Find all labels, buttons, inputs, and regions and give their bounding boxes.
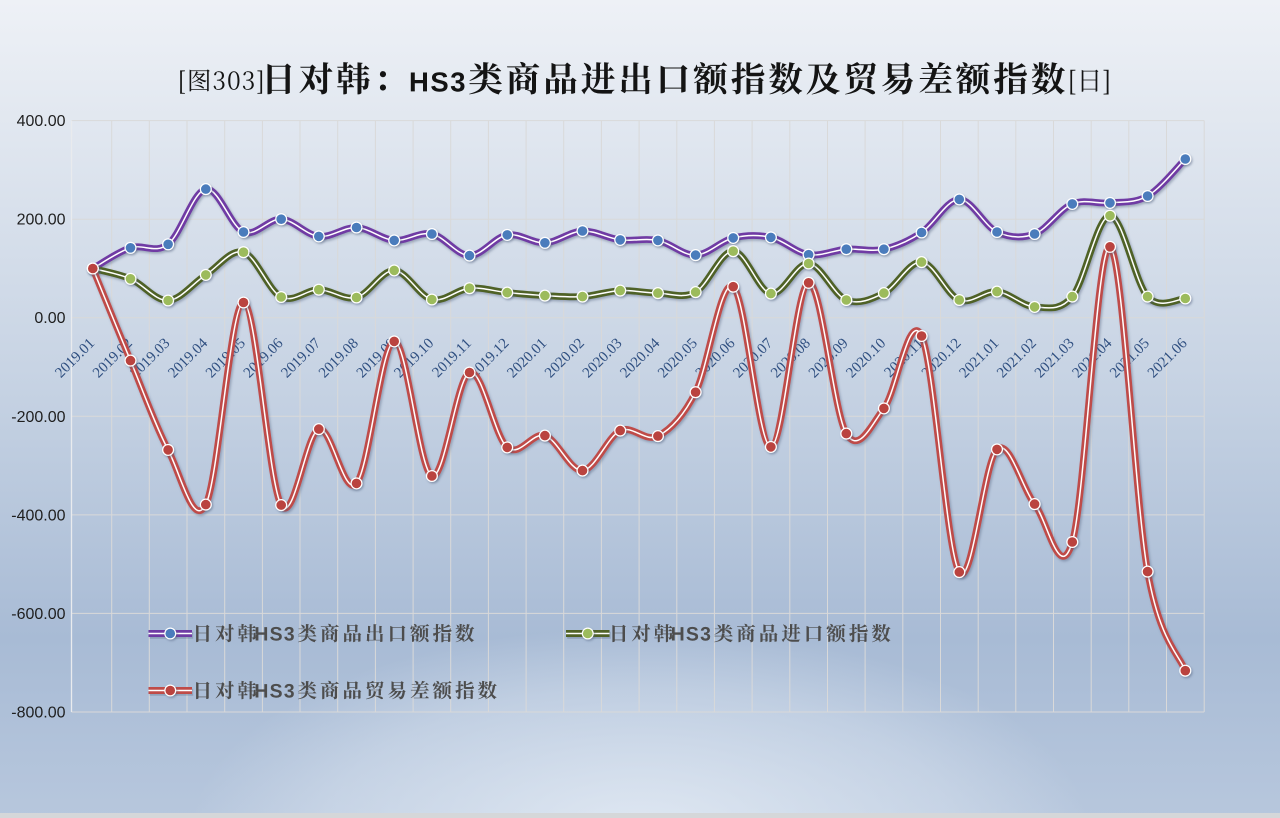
svg-text:0.00: 0.00 [34, 310, 65, 327]
svg-text:200.00: 200.00 [17, 212, 66, 229]
svg-text:-600.00: -600.00 [11, 606, 65, 623]
svg-text:-200.00: -200.00 [11, 409, 65, 426]
svg-text:400.00: 400.00 [17, 113, 66, 130]
svg-text:-800.00: -800.00 [11, 705, 65, 722]
svg-text:-400.00: -400.00 [11, 507, 65, 524]
